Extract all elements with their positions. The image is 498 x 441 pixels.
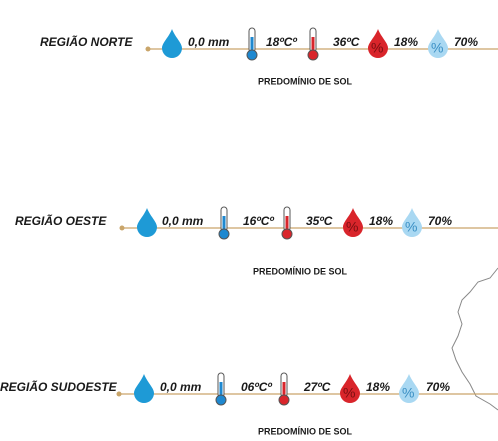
- rain-icon: [162, 29, 182, 58]
- percent-icon: %: [371, 40, 383, 56]
- condition: PREDOMÍNIO DE SOL: [253, 266, 348, 276]
- map-outline: [451, 267, 498, 411]
- max-humidity: 70%: [454, 35, 478, 49]
- rain: 0,0 mm: [188, 35, 230, 49]
- thermometer-bulb: [215, 394, 227, 406]
- humidity-icon: [428, 29, 448, 58]
- thermometer-fill: [282, 382, 286, 398]
- thermometer-bulb: [246, 49, 258, 61]
- thermometer-fill: [222, 216, 226, 232]
- min-temp: 06ºCº: [241, 380, 272, 394]
- humidity-icon: [399, 374, 419, 403]
- region-name: REGIÃO NORTE: [40, 34, 133, 49]
- humidity-icon: [402, 208, 422, 237]
- rain: 0,0 mm: [162, 214, 204, 228]
- max-temp: 35ºC: [306, 214, 333, 228]
- thermometer-bulb: [281, 228, 293, 240]
- thermometer-bulb: [218, 228, 230, 240]
- thermometer-bulb: [278, 394, 290, 406]
- percent-icon: %: [343, 385, 355, 401]
- thermometer-bulb: [307, 49, 319, 61]
- divider-dot: [116, 391, 122, 397]
- humidity-icon: [340, 374, 360, 403]
- min-temp: 18ºCº: [266, 35, 297, 49]
- thermometer-fill: [285, 216, 289, 232]
- max-temp: 36ºC: [333, 35, 360, 49]
- humidity-icon: [343, 208, 363, 237]
- thermometer-fill: [219, 382, 223, 398]
- region-name: REGIÃO OESTE: [15, 213, 107, 228]
- rain-icon: [134, 374, 154, 403]
- thermometer-fill: [311, 37, 315, 53]
- min-temp: 16ºCº: [243, 214, 274, 228]
- percent-icon: %: [402, 385, 414, 401]
- thermometer-fill: [250, 37, 254, 53]
- percent-icon: %: [346, 219, 358, 235]
- rain: 0,0 mm: [160, 380, 202, 394]
- divider-dot: [119, 225, 125, 231]
- condition: PREDOMÍNIO DE SOL: [258, 426, 353, 436]
- min-humidity: 18%: [369, 214, 393, 228]
- min-humidity: 18%: [394, 35, 418, 49]
- humidity-icon: [368, 29, 388, 58]
- percent-icon: %: [405, 219, 417, 235]
- percent-icon: %: [431, 40, 443, 56]
- condition: PREDOMÍNIO DE SOL: [258, 76, 353, 86]
- min-humidity: 18%: [366, 380, 390, 394]
- max-humidity: 70%: [428, 214, 452, 228]
- rain-icon: [137, 208, 157, 237]
- divider-dot: [145, 46, 151, 52]
- max-humidity: 70%: [426, 380, 450, 394]
- max-temp: 27ºC: [303, 380, 331, 394]
- region-name: REGIÃO SUDOESTE: [0, 379, 118, 394]
